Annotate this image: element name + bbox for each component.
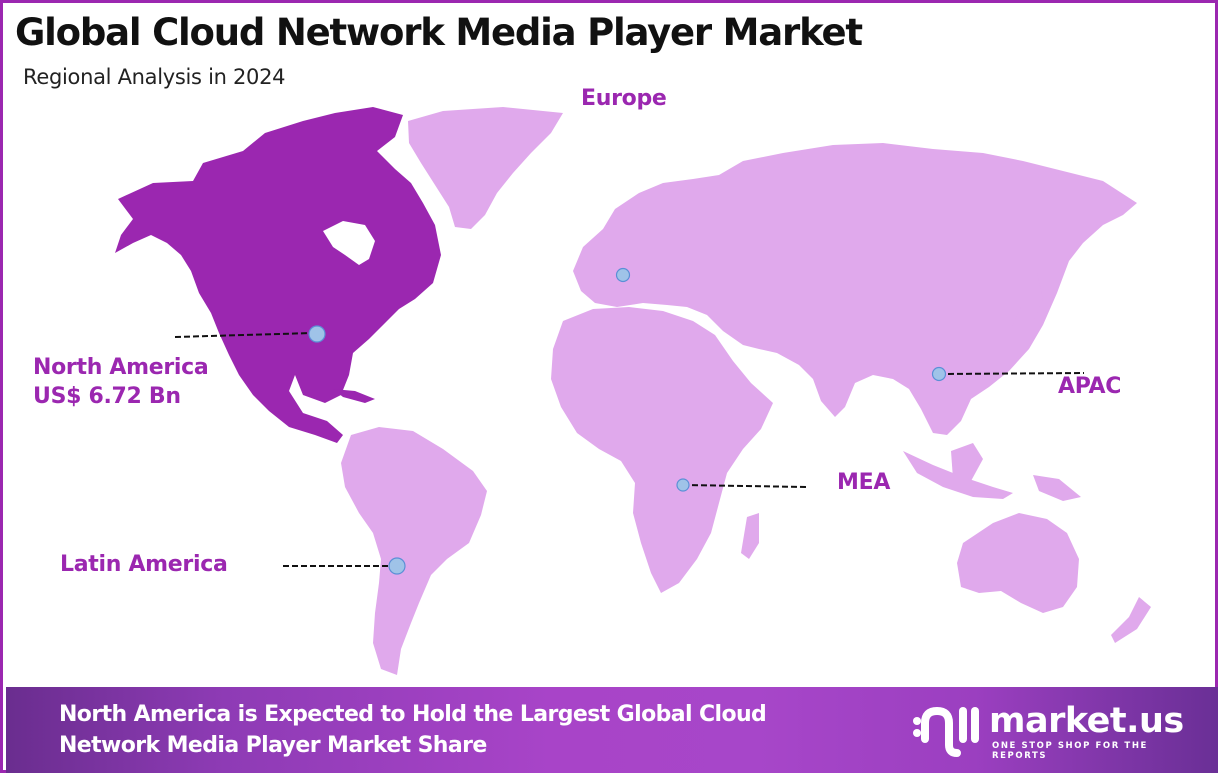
madagascar-shape xyxy=(741,513,759,559)
europe-marker xyxy=(615,267,631,283)
label-europe: Europe xyxy=(581,86,667,111)
north-america-marker xyxy=(308,325,326,343)
eurasia-shape xyxy=(573,143,1137,435)
japan-shape xyxy=(1009,273,1043,341)
caribbean-shape xyxy=(333,389,375,403)
footer-headline: North America is Expected to Hold the La… xyxy=(59,702,767,758)
hudson-bay xyxy=(323,221,375,265)
africa-shape xyxy=(551,307,773,593)
page-subtitle: Regional Analysis in 2024 xyxy=(23,65,286,89)
north-america-name: North America xyxy=(33,355,209,380)
apac-leader-line xyxy=(938,372,1085,375)
new-guinea-shape xyxy=(1033,475,1081,501)
brand-tagline: ONE STOP SHOP FOR THE REPORTS xyxy=(992,741,1148,761)
world-map xyxy=(115,107,1151,675)
label-north-america: North America US$ 6.72 Bn xyxy=(33,353,209,411)
mea-leader-line xyxy=(682,484,808,488)
borneo-shape xyxy=(951,443,983,481)
page-title: Global Cloud Network Media Player Market xyxy=(15,11,863,54)
brand-name: market.us xyxy=(989,701,1184,741)
north-america-leader-line xyxy=(174,332,314,338)
south-america-shape xyxy=(341,427,487,675)
australia-shape xyxy=(957,513,1079,613)
new-zealand-shape xyxy=(1111,597,1151,643)
footer-banner: North America is Expected to Hold the La… xyxy=(6,687,1218,773)
label-latin-america: Latin America xyxy=(60,552,228,577)
mea-marker xyxy=(676,478,690,492)
apac-marker xyxy=(931,366,947,382)
label-mea: MEA xyxy=(837,470,891,495)
market-us-logo-icon xyxy=(913,706,979,757)
label-apac: APAC xyxy=(1058,374,1122,399)
north-america-value: US$ 6.72 Bn xyxy=(33,384,181,409)
brand-logo: market.us ONE STOP SHOP FOR THE REPORTS xyxy=(911,701,1201,761)
latin-america-marker xyxy=(388,557,406,575)
greenland-shape xyxy=(408,107,563,229)
north-america-shape xyxy=(115,107,441,443)
